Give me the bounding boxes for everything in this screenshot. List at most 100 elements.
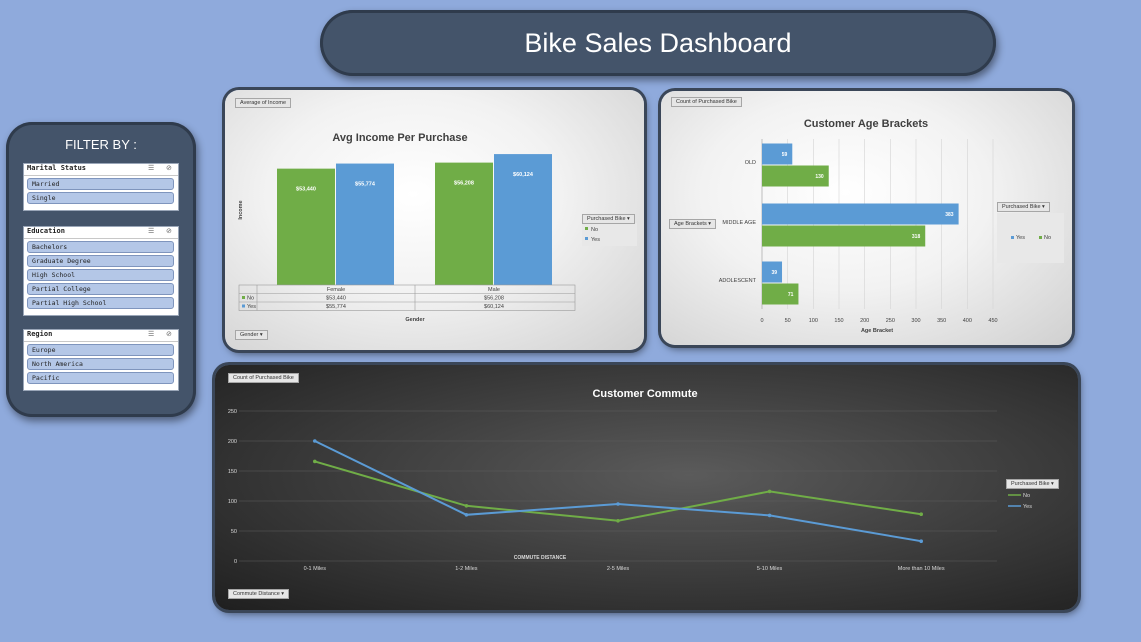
purchased-bike-legend-button[interactable]: Purchased Bike ▾ xyxy=(582,214,635,224)
chart-title: Customer Commute xyxy=(592,388,698,400)
category-label: MIDDLE AGE xyxy=(722,220,756,226)
age-chart: 0 50 100 150 200 250 300 350 400 450 OLD 59 130 MIDDL… xyxy=(719,139,1064,334)
bar xyxy=(762,225,926,247)
legend-box xyxy=(582,223,637,246)
clear-filter-icon[interactable]: ⊘ xyxy=(166,165,172,172)
bar xyxy=(762,283,799,305)
bar xyxy=(762,143,793,165)
data-label: $53,440 xyxy=(296,187,316,193)
dashboard-title: Bike Sales Dashboard xyxy=(524,27,792,58)
category-label: Female xyxy=(327,287,345,293)
data-point xyxy=(767,489,772,494)
legend-marker xyxy=(585,237,588,240)
count-of-purchased-bike-field-button[interactable]: Count of Purchased Bike xyxy=(671,97,742,107)
data-label: $56,208 xyxy=(454,181,474,187)
slicer-region: Region ☰ ⊘ Europe North America Pacific xyxy=(23,329,179,391)
category-label: 2-5 Miles xyxy=(607,566,630,572)
purchased-bike-legend-button[interactable]: Purchased Bike ▾ xyxy=(1006,479,1059,489)
slicer-label: Marital Status xyxy=(27,164,87,172)
multi-select-icon[interactable]: ☰ xyxy=(148,331,155,338)
income-chart-panel: Average of Income Avg Income Per Purchas… xyxy=(225,90,644,350)
tick-label: 100 xyxy=(809,318,818,324)
x-axis-label: COMMUTE DISTANCE xyxy=(514,555,567,561)
y-axis-label: Income xyxy=(238,200,244,219)
chart-title: Customer Age Brackets xyxy=(803,118,929,130)
slicer-item[interactable]: Partial High School xyxy=(27,297,174,309)
series-line xyxy=(314,440,922,543)
tick-label: 0 xyxy=(234,559,237,565)
table-legend-key xyxy=(242,304,245,308)
data-point xyxy=(616,519,620,523)
data-point xyxy=(464,513,469,517)
x-axis-label: Gender xyxy=(405,317,425,323)
tick-label: 250 xyxy=(886,318,895,324)
data-point xyxy=(313,439,317,443)
legend-marker xyxy=(1011,236,1014,239)
gender-field-button[interactable]: Gender ▾ xyxy=(235,330,268,340)
legend-label: Yes xyxy=(1023,504,1032,510)
data-label: 383 xyxy=(945,212,954,218)
legend-label: No xyxy=(591,227,598,233)
count-of-purchased-bike-field-button[interactable]: Count of Purchased Bike xyxy=(228,373,299,383)
commute-chart: 0 50 100 150 200 250 0-1 Miles 1-2 Miles 2-5 Mil… xyxy=(228,409,1032,572)
purchased-bike-legend-button[interactable]: Purchased Bike ▾ xyxy=(997,202,1050,212)
tick-label: 0 xyxy=(760,318,763,324)
chart-title: Avg Income Per Purchase xyxy=(332,132,468,144)
clear-filter-icon[interactable]: ⊘ xyxy=(166,228,172,235)
commute-distance-field-button[interactable]: Commute Distance ▾ xyxy=(228,589,290,599)
category-label: More than 10 Miles xyxy=(898,566,945,572)
legend-box xyxy=(997,213,1064,263)
age-brackets-field-button[interactable]: Age Brackets ▾ xyxy=(669,219,717,229)
data-point xyxy=(464,504,469,508)
income-chart: $53,440 $55,774 $56,208 $60,124 Income Female… xyxy=(238,154,637,323)
slicer-item[interactable]: High School xyxy=(27,269,174,281)
slicer-item[interactable]: Partial College xyxy=(27,283,174,295)
slicer-label: Education xyxy=(27,227,65,235)
tick-label: 450 xyxy=(988,318,997,324)
series-line xyxy=(314,460,922,522)
data-label: 59 xyxy=(782,152,788,158)
legend-label: No xyxy=(1023,493,1030,499)
legend-marker xyxy=(1039,236,1042,239)
data-point xyxy=(616,502,620,506)
legend-label: No xyxy=(1044,235,1051,241)
multi-select-icon[interactable]: ☰ xyxy=(148,228,155,235)
slicer-label: Region xyxy=(27,330,53,338)
multi-select-icon[interactable]: ☰ xyxy=(148,165,155,172)
data-label: 39 xyxy=(771,270,777,276)
slicer-item[interactable]: North America xyxy=(27,358,174,370)
slicer-item[interactable]: Pacific xyxy=(27,372,174,384)
bar xyxy=(762,203,959,225)
table-legend-key xyxy=(242,296,245,299)
slicer-item[interactable]: Married xyxy=(27,178,174,190)
slicer-item[interactable]: Europe xyxy=(27,344,174,356)
slicer-item[interactable]: Bachelors xyxy=(27,241,174,253)
slicer-item[interactable]: Single xyxy=(27,192,174,204)
filter-panel: FILTER BY : Marital Status ☰ ⊘ Married S… xyxy=(6,122,196,417)
bar xyxy=(336,163,394,285)
x-axis-label: Age Bracket xyxy=(861,328,893,334)
tick-label: 250 xyxy=(228,409,237,415)
table-cell: $56,208 xyxy=(484,296,504,302)
legend-marker xyxy=(585,227,588,230)
tick-label: 350 xyxy=(937,318,946,324)
data-label: 130 xyxy=(815,174,824,180)
data-label: 318 xyxy=(912,234,921,240)
category-label: 5-10 Miles xyxy=(757,566,783,572)
tick-label: 300 xyxy=(911,318,920,324)
table-cell: $53,440 xyxy=(326,296,346,302)
slicer-item[interactable]: Graduate Degree xyxy=(27,255,174,267)
commute-chart-panel: Count of Purchased Bike Customer Commute… xyxy=(215,365,1078,610)
tick-label: 50 xyxy=(785,318,791,324)
age-chart-panel: Count of Purchased Bike Customer Age Bra… xyxy=(661,91,1072,345)
data-point xyxy=(919,512,923,516)
data-label: $60,124 xyxy=(513,172,534,178)
category-label: Male xyxy=(488,287,500,293)
average-of-income-field-button[interactable]: Average of Income xyxy=(235,98,292,108)
clear-filter-icon[interactable]: ⊘ xyxy=(166,331,172,338)
bar xyxy=(762,165,829,187)
legend-label: Yes xyxy=(1016,235,1025,241)
table-cell: $55,774 xyxy=(326,304,346,310)
tick-label: 200 xyxy=(860,318,869,324)
data-point xyxy=(767,513,772,518)
